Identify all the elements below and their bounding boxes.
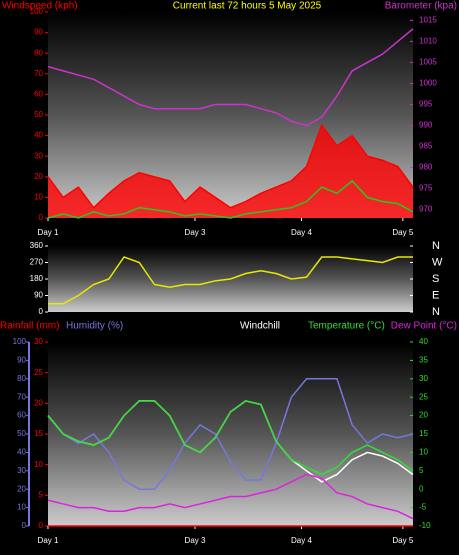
y-tick-label: 90 [34, 291, 43, 300]
y-tick-label: 60 [34, 90, 43, 99]
y-tick-label: 40 [34, 131, 43, 140]
y2-tick-label: 0 [419, 484, 424, 493]
y-tick-label: 20 [34, 398, 43, 407]
y-tick-label: 10 [34, 460, 43, 469]
series-name: Barometer (kpa) [385, 1, 457, 12]
chart-title: Current last 72 hours 5 May 2025 [173, 1, 322, 12]
y-tick-label: 270 [30, 258, 44, 267]
y-tick-label: 30 [34, 337, 43, 346]
y3-tick-label: 90 [17, 356, 26, 365]
y2-tick-label: 15 [419, 429, 428, 438]
y2-tick-label: -5 [419, 503, 427, 512]
y2-tick-label: 980 [419, 163, 433, 172]
y-tick-label: 50 [34, 110, 43, 119]
y3-tick-label: 20 [17, 484, 26, 493]
y2-tick-label: 1005 [419, 58, 437, 67]
y3-tick-label: 80 [17, 374, 26, 383]
x-tick-label: Day 5 [392, 228, 413, 237]
series-line [47, 28, 414, 127]
y-tick-label: 10 [34, 193, 43, 202]
x-tick-label: Day 5 [392, 536, 413, 545]
series-name: Windchill [240, 321, 280, 332]
y-tick-label: 0 [39, 307, 44, 316]
y3-tick-label: 0 [22, 521, 27, 530]
y2-tick-label: 1010 [419, 37, 437, 46]
y2-tick-label: 985 [419, 142, 433, 151]
y-tick-label: 70 [34, 69, 43, 78]
series-line [47, 123, 414, 209]
x-tick-label: Day 1 [38, 228, 59, 237]
y-tick-label: 25 [34, 368, 43, 377]
series-name: Windspeed (kph) [2, 1, 78, 12]
x-tick-label: Day 3 [185, 228, 206, 237]
y2-tick-label: 25 [419, 392, 428, 401]
y2-tick-label: 970 [419, 205, 433, 214]
y-tick-label: 180 [30, 274, 44, 283]
y-tick-label: 360 [30, 241, 44, 250]
y2-tick-label: 5 [419, 466, 424, 475]
x-tick-label: Day 1 [38, 536, 59, 545]
plot-area [48, 342, 413, 526]
y-tick-label: 0 [39, 213, 44, 222]
series-name: Rainfall (mm) [0, 321, 59, 332]
series-name: Temperature (°C) [308, 321, 385, 332]
y-tick-label: 80 [34, 48, 43, 57]
y2-tick-label: 1000 [419, 79, 437, 88]
y3-tick-label: 100 [13, 337, 27, 346]
x-tick-label: Day 3 [185, 536, 206, 545]
series-area [48, 125, 413, 218]
y-tick-label: 5 [39, 490, 44, 499]
y2-tick-label: S [432, 273, 439, 285]
y2-tick-label: 10 [419, 448, 428, 457]
y2-tick-label: 20 [419, 411, 428, 420]
y2-tick-label: 990 [419, 121, 433, 130]
y2-tick-label: 995 [419, 100, 433, 109]
y-tick-label: 90 [34, 28, 43, 37]
y2-tick-label: N [432, 306, 440, 318]
series-line [47, 473, 414, 520]
y2-tick-label: -10 [419, 521, 431, 530]
y3-tick-label: 10 [17, 503, 26, 512]
series-line [48, 256, 413, 305]
y-tick-label: 100 [30, 7, 44, 16]
x-tick-label: Day 4 [291, 536, 312, 545]
series-line [47, 179, 414, 219]
series-line [47, 378, 414, 490]
x-tick-label: Day 4 [291, 228, 312, 237]
y3-tick-label: 60 [17, 411, 26, 420]
y3-tick-label: 50 [17, 429, 26, 438]
y-tick-label: 20 [34, 172, 43, 181]
y3-tick-label: 70 [17, 392, 26, 401]
y3-tick-label: 30 [17, 466, 26, 475]
y-tick-label: 15 [34, 429, 43, 438]
y2-tick-label: 40 [419, 337, 428, 346]
y2-tick-label: N [432, 240, 440, 252]
y2-tick-label: E [432, 289, 439, 301]
y2-tick-label: 35 [419, 356, 428, 365]
y-tick-label: 30 [34, 151, 43, 160]
series-name: Humidity (%) [66, 321, 123, 332]
y-tick-label: 0 [39, 521, 44, 530]
y3-tick-label: 40 [17, 448, 26, 457]
series-name: Dew Point (°C) [391, 321, 457, 332]
y2-tick-label: 975 [419, 184, 433, 193]
y2-tick-label: W [432, 256, 443, 268]
y2-tick-label: 1015 [419, 16, 437, 25]
series-line [47, 400, 414, 476]
y2-tick-label: 30 [419, 374, 428, 383]
